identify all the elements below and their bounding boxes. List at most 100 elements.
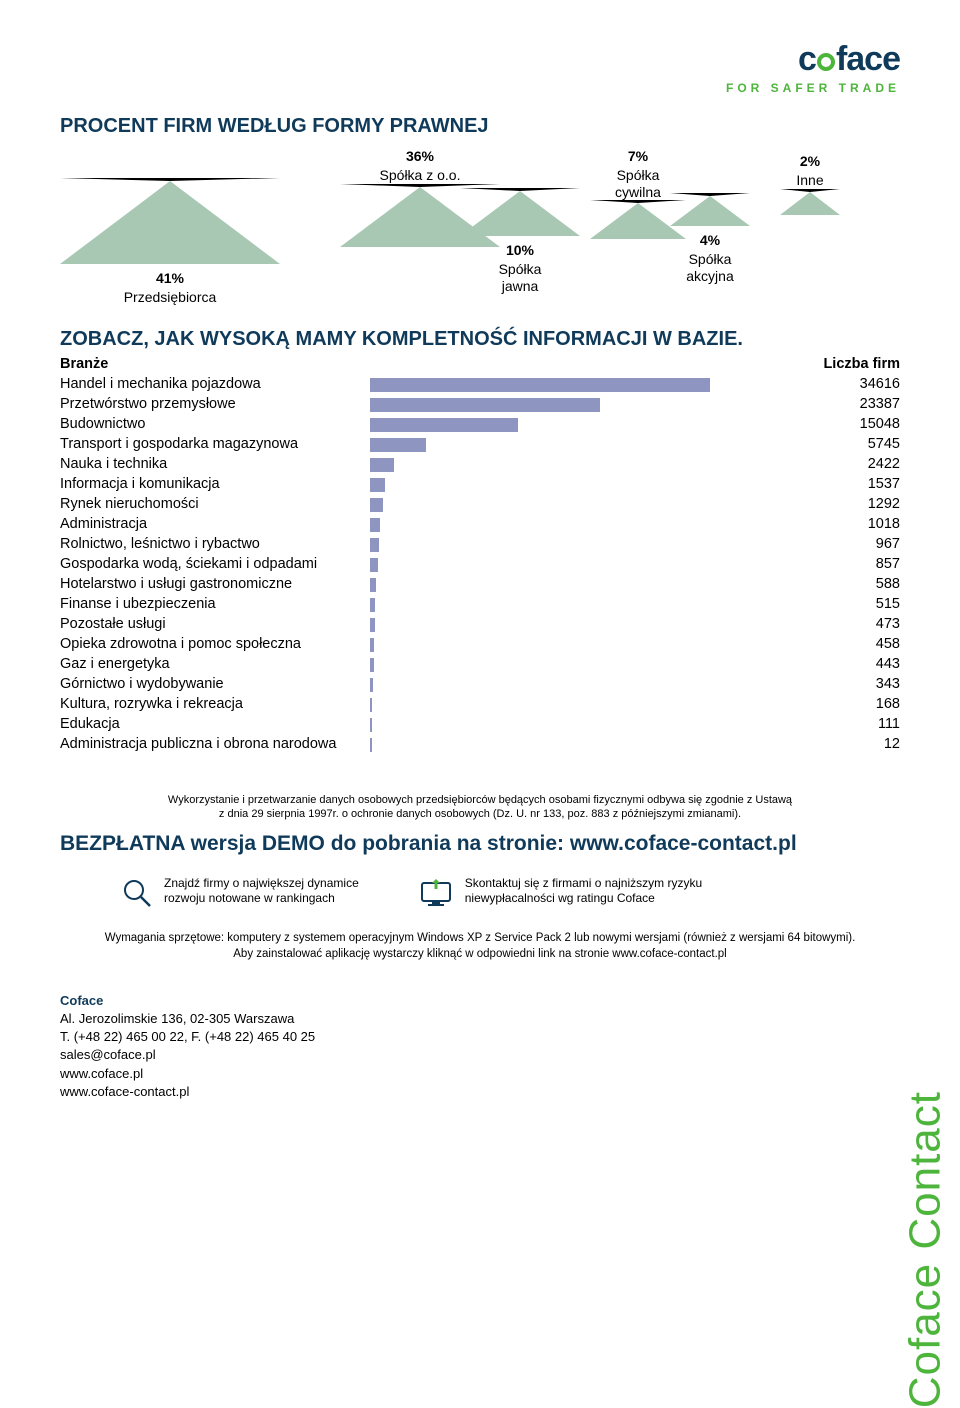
table-row: Przetwórstwo przemysłowe23387 <box>60 393 900 413</box>
branch-name: Handel i mechanika pojazdowa <box>60 373 370 393</box>
contact-url1: www.coface.pl <box>60 1065 900 1083</box>
branch-value: 967 <box>730 533 900 553</box>
branch-bar <box>370 698 372 712</box>
triangle-label: Spółkajawna <box>460 261 580 295</box>
triangle-chart-title: PROCENT FIRM WEDŁUG FORMY PRAWNEJ <box>60 115 900 138</box>
branch-bar <box>370 738 372 752</box>
triangle-shape <box>460 188 580 236</box>
branch-bar-cell <box>370 613 730 633</box>
contact-email: sales@coface.pl <box>60 1046 900 1064</box>
triangle-pct: 41% <box>60 270 280 287</box>
branch-bar <box>370 718 372 732</box>
branch-name: Kultura, rozrywka i rekreacja <box>60 693 370 713</box>
triangle-label: Inne <box>780 172 840 189</box>
table-row: Budownictwo15048 <box>60 413 900 433</box>
branches-table: BranżeLiczba firmHandel i mechanika poja… <box>60 355 900 753</box>
branch-value: 23387 <box>730 393 900 413</box>
table-row: Informacja i komunikacja1537 <box>60 473 900 493</box>
branch-name: Edukacja <box>60 713 370 733</box>
logo-o-icon <box>817 53 835 71</box>
branch-bar-cell <box>370 453 730 473</box>
table-row: Administracja1018 <box>60 513 900 533</box>
requirements: Wymagania sprzętowe: komputery z systeme… <box>60 930 900 962</box>
table-row: Administracja publiczna i obrona narodow… <box>60 733 900 753</box>
branch-bar-cell <box>370 393 730 413</box>
logo-tagline: FOR SAFER TRADE <box>726 81 900 95</box>
branch-name: Górnictwo i wydobywanie <box>60 673 370 693</box>
branch-bar <box>370 418 518 432</box>
branch-name: Hotelarstwo i usługi gastronomiczne <box>60 573 370 593</box>
branch-bar <box>370 578 376 592</box>
requirements-line2: Aby zainstalować aplikację wystarczy kli… <box>60 946 900 962</box>
branch-name: Pozostałe usługi <box>60 613 370 633</box>
requirements-line1: Wymagania sprzętowe: komputery z systeme… <box>60 930 900 946</box>
branch-name: Budownictwo <box>60 413 370 433</box>
branch-bar <box>370 618 375 632</box>
branch-bar-cell <box>370 733 730 753</box>
branches-title: ZOBACZ, JAK WYSOKĄ MAMY KOMPLETNOŚĆ INFO… <box>60 328 900 351</box>
triangle-item: 10%Spółkajawna <box>460 188 580 294</box>
table-row: Finanse i ubezpieczenia 515 <box>60 593 900 613</box>
branch-bar <box>370 658 374 672</box>
logo: c face FOR SAFER TRADE <box>726 40 900 95</box>
branch-bar <box>370 558 378 572</box>
branch-bar-cell <box>370 493 730 513</box>
triangle-shape <box>670 193 750 226</box>
triangle-label: Spółkaakcyjna <box>670 251 750 285</box>
contact-address: Al. Jerozolimskie 136, 02-305 Warszawa <box>60 1010 900 1028</box>
footer-contact: Coface Al. Jerozolimskie 136, 02-305 War… <box>60 992 900 1101</box>
branch-value: 515 <box>730 593 900 613</box>
contact-company: Coface <box>60 992 900 1010</box>
table-row: Hotelarstwo i usługi gastronomiczne588 <box>60 573 900 593</box>
branch-value: 12 <box>730 733 900 753</box>
triangle-item: 41%Przedsiębiorca <box>60 178 280 306</box>
branch-name: Rynek nieruchomości <box>60 493 370 513</box>
branch-value: 458 <box>730 633 900 653</box>
branch-bar-cell <box>370 373 730 393</box>
branch-name: Finanse i ubezpieczenia <box>60 593 370 613</box>
branch-bar-cell <box>370 673 730 693</box>
branch-bar <box>370 438 426 452</box>
logo-text-post: face <box>836 40 900 79</box>
table-row: Rynek nieruchomości1292 <box>60 493 900 513</box>
branch-bar-cell <box>370 593 730 613</box>
triangle-label: Spółka z o.o. <box>340 167 500 184</box>
table-row: Opieka zdrowotna i pomoc społeczna458 <box>60 633 900 653</box>
branch-bar-cell <box>370 573 730 593</box>
branch-value: 111 <box>730 713 900 733</box>
side-brand: Coface Contact <box>900 1091 950 1408</box>
triangle-shape <box>780 189 840 215</box>
triangle-shape <box>60 178 280 264</box>
contact-phone: T. (+48 22) 465 00 22, F. (+48 22) 465 4… <box>60 1028 900 1046</box>
branch-bar <box>370 458 394 472</box>
branch-value: 343 <box>730 673 900 693</box>
branch-bar <box>370 498 383 512</box>
table-row: Nauka i technika2422 <box>60 453 900 473</box>
branch-value: 473 <box>730 613 900 633</box>
feature-search: Znajdź firmy o największej dynamice rozw… <box>120 876 359 910</box>
contact-url2: www.coface-contact.pl <box>60 1083 900 1101</box>
magnifier-icon <box>120 876 154 910</box>
table-row: Rolnictwo, leśnictwo i rybactwo967 <box>60 533 900 553</box>
branch-bar <box>370 538 379 552</box>
branch-bar-cell <box>370 513 730 533</box>
branch-bar-cell <box>370 413 730 433</box>
branch-bar-cell <box>370 553 730 573</box>
disclaimer-line1: Wykorzystanie i przetwarzanie danych oso… <box>60 793 900 807</box>
feature-contact-line2: niewypłacalności wg ratingu Coface <box>465 891 702 907</box>
header-bar-spacer <box>370 355 730 373</box>
feature-contact: Skontaktuj się z firmami o najniższym ry… <box>419 876 702 910</box>
feature-search-line2: rozwoju notowane w rankingach <box>164 891 359 907</box>
triangle-item: 2%Inne <box>780 153 840 221</box>
triangle-chart: 41%Przedsiębiorca36%Spółka z o.o.10%Spół… <box>60 148 900 288</box>
branch-value: 443 <box>730 653 900 673</box>
branch-bar-cell <box>370 713 730 733</box>
branch-value: 2422 <box>730 453 900 473</box>
branch-bar-cell <box>370 473 730 493</box>
feature-contact-line1: Skontaktuj się z firmami o najniższym ry… <box>465 876 702 892</box>
table-row: Górnictwo i wydobywanie 343 <box>60 673 900 693</box>
table-row: Handel i mechanika pojazdowa34616 <box>60 373 900 393</box>
table-row: Gospodarka wodą, ściekami i odpadami857 <box>60 553 900 573</box>
logo-area: c face FOR SAFER TRADE <box>60 40 900 95</box>
branch-bar-cell <box>370 693 730 713</box>
